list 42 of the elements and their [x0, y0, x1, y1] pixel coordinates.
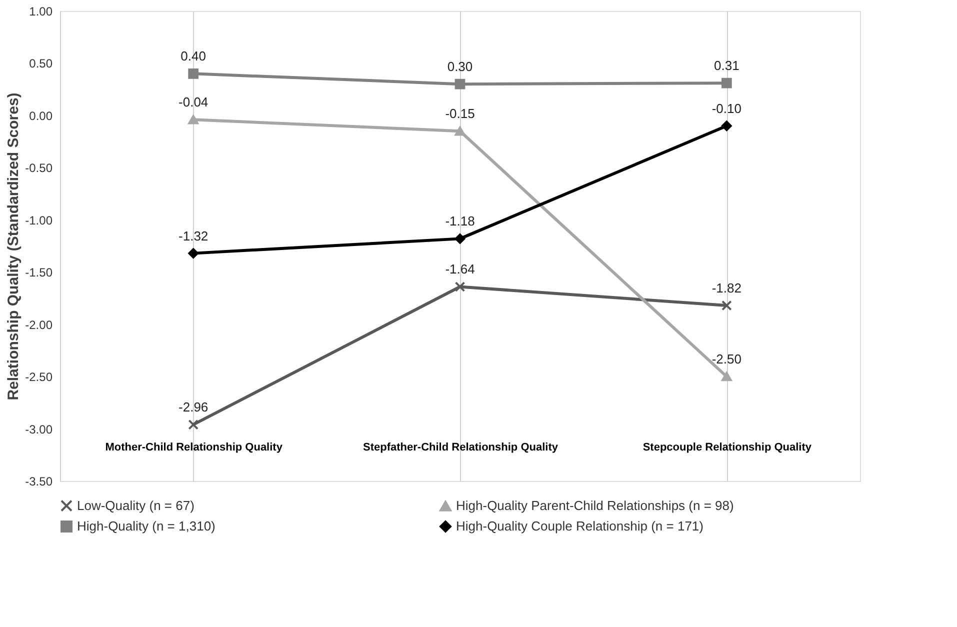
x-tick-label: Stepfather-Child Relationship Quality — [363, 442, 559, 454]
point — [721, 300, 732, 311]
point — [454, 126, 466, 136]
text: -0.04 — [178, 94, 208, 110]
point — [721, 78, 732, 88]
point — [188, 248, 199, 258]
point — [188, 419, 199, 430]
point — [454, 78, 466, 90]
text: -1.64 — [445, 262, 475, 277]
legend-label: High-Quality (n = 1,310) — [77, 518, 216, 534]
point — [454, 234, 466, 244]
text: -2.96 — [178, 400, 208, 415]
y-tick-label: -1.00 — [25, 213, 53, 228]
y-tick-label: -2.50 — [25, 370, 53, 384]
text: 0.31 — [714, 58, 740, 74]
text: -0.10 — [712, 100, 742, 116]
text: -2.50 — [712, 352, 742, 367]
text: -1.82 — [712, 280, 742, 296]
point — [188, 68, 199, 79]
text: 0.40 — [180, 48, 206, 64]
y-tick-label: 0.00 — [29, 108, 53, 123]
text: -1.18 — [445, 214, 475, 229]
legend-label: High-Quality Couple Relationship (n = 171) — [456, 518, 704, 534]
y-tick-label: -2.00 — [25, 318, 53, 332]
legend-label: High-Quality Parent-Child Relationships (n = 98) — [456, 498, 734, 514]
y-tick-label: -3.00 — [25, 422, 53, 436]
text: -1.32 — [178, 228, 208, 244]
point — [454, 282, 466, 292]
y-tick-label: 0.50 — [29, 56, 53, 71]
point — [721, 120, 732, 132]
y-tick-label: -1.50 — [25, 266, 53, 280]
text: 0.30 — [447, 59, 473, 74]
text: -0.15 — [445, 106, 475, 122]
y-axis-title: Relationship Quality (Standardized Scores) — [5, 92, 22, 400]
y-tick-label: 1.00 — [29, 4, 53, 18]
x-tick-label: Stepcouple Relationship Quality — [642, 442, 812, 454]
y-tick-label: -0.50 — [25, 161, 53, 176]
x-tick-label: Mother-Child Relationship Quality — [105, 442, 284, 454]
legend-label: Low-Quality (n = 67) — [77, 498, 194, 513]
point — [721, 372, 732, 382]
point — [188, 115, 199, 124]
y-tick-label: -3.50 — [25, 474, 53, 488]
